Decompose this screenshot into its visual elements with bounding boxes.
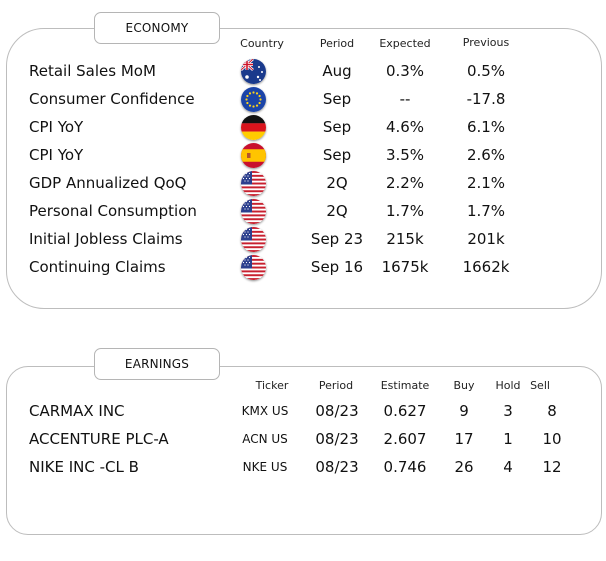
economy-row: Personal Consumption 2Q 1.7% 1.7%: [0, 197, 606, 225]
ticker-value: NKE US: [242, 460, 288, 474]
period-value: Sep 16: [310, 258, 364, 276]
period-value: 08/23: [315, 458, 359, 476]
header-expected: Expected: [379, 37, 431, 50]
previous-value: 2.1%: [466, 174, 506, 192]
eurozone-flag-icon: [241, 87, 266, 112]
economy-tab[interactable]: ECONOMY: [94, 12, 220, 44]
event-name: CPI YoY: [29, 118, 84, 136]
economy-row: CPI YoY Sep 3.5% 2.6%: [0, 141, 606, 169]
buy-count: 9: [459, 402, 469, 420]
previous-value: 201k: [467, 230, 505, 248]
buy-count: 17: [454, 430, 474, 448]
economy-row: Continuing Claims Sep 16 1675k 1662k: [0, 253, 606, 281]
event-name: GDP Annualized QoQ: [29, 174, 187, 192]
hold-count: 1: [503, 430, 513, 448]
expected-value: 4.6%: [385, 118, 425, 136]
usa-flag-icon: [241, 199, 266, 224]
header-buy: Buy: [453, 379, 475, 392]
company-name: NIKE INC -CL B: [29, 458, 139, 476]
spain-flag-icon: [241, 143, 266, 168]
period-value: 08/23: [315, 402, 359, 420]
ticker-value: ACN US: [242, 432, 288, 446]
earnings-tab[interactable]: EARNINGS: [94, 348, 220, 380]
expected-value: 0.3%: [385, 62, 425, 80]
header-estimate: Estimate: [380, 379, 430, 392]
previous-value: -17.8: [466, 90, 506, 108]
period-value: 2Q: [326, 202, 348, 220]
previous-value: 1662k: [462, 258, 510, 276]
sell-count: 8: [547, 402, 557, 420]
previous-value: 6.1%: [466, 118, 506, 136]
period-value: Sep: [322, 146, 352, 164]
event-name: Retail Sales MoM: [29, 62, 156, 80]
expected-value: 2.2%: [385, 174, 425, 192]
usa-flag-icon: [241, 171, 266, 196]
expected-value: 1675k: [381, 258, 429, 276]
header-period: Period: [319, 37, 355, 50]
header-country: Country: [240, 37, 284, 50]
australia-flag-icon: [241, 59, 266, 84]
sell-count: 10: [542, 430, 562, 448]
previous-value: 1.7%: [466, 202, 506, 220]
estimate-value: 0.627: [383, 402, 427, 420]
earnings-row: CARMAX INC KMX US 08/23 0.627 9 3 8: [0, 397, 606, 425]
previous-value: 2.6%: [466, 146, 506, 164]
expected-value: 215k: [386, 230, 424, 248]
event-name: CPI YoY: [29, 146, 84, 164]
event-name: Initial Jobless Claims: [29, 230, 183, 248]
economy-panel: [6, 28, 602, 309]
event-name: Consumer Confidence: [29, 90, 195, 108]
economy-tab-label: ECONOMY: [125, 21, 189, 35]
expected-value: 1.7%: [385, 202, 425, 220]
ticker-value: KMX US: [241, 404, 289, 418]
period-value: 08/23: [315, 430, 359, 448]
estimate-value: 0.746: [383, 458, 427, 476]
buy-count: 26: [454, 458, 474, 476]
economy-row: Initial Jobless Claims Sep 23 215k 201k: [0, 225, 606, 253]
previous-value: 0.5%: [466, 62, 506, 80]
period-value: Sep 23: [310, 230, 364, 248]
header-period: Period: [318, 379, 354, 392]
estimate-value: 2.607: [383, 430, 427, 448]
earnings-tab-label: EARNINGS: [124, 357, 190, 371]
expected-value: 3.5%: [385, 146, 425, 164]
hold-count: 3: [503, 402, 513, 420]
economy-row: CPI YoY Sep 4.6% 6.1%: [0, 113, 606, 141]
header-ticker: Ticker: [255, 379, 289, 392]
germany-flag-icon: [241, 115, 266, 140]
earnings-row: ACCENTURE PLC-A ACN US 08/23 2.607 17 1 10: [0, 425, 606, 453]
company-name: CARMAX INC: [29, 402, 125, 420]
economy-row: GDP Annualized QoQ 2Q 2.2% 2.1%: [0, 169, 606, 197]
usa-flag-icon: [241, 227, 266, 252]
economy-row: Consumer Confidence Sep -- -17.8: [0, 85, 606, 113]
hold-count: 4: [503, 458, 513, 476]
expected-value: --: [399, 90, 411, 108]
company-name: ACCENTURE PLC-A: [29, 430, 169, 448]
period-value: Aug: [322, 62, 352, 80]
earnings-panel: [6, 366, 602, 535]
sell-count: 12: [542, 458, 562, 476]
usa-flag-icon: [241, 255, 266, 280]
event-name: Continuing Claims: [29, 258, 166, 276]
earnings-row: NIKE INC -CL B NKE US 08/23 0.746 26 4 12: [0, 453, 606, 481]
event-name: Personal Consumption: [29, 202, 197, 220]
period-value: Sep: [322, 90, 352, 108]
economy-row: Retail Sales MoM Aug 0.3% 0.5%: [0, 57, 606, 85]
header-previous: Previous: [462, 36, 510, 49]
period-value: 2Q: [326, 174, 348, 192]
header-sell: Sell: [530, 379, 550, 392]
header-hold: Hold: [495, 379, 521, 392]
period-value: Sep: [322, 118, 352, 136]
